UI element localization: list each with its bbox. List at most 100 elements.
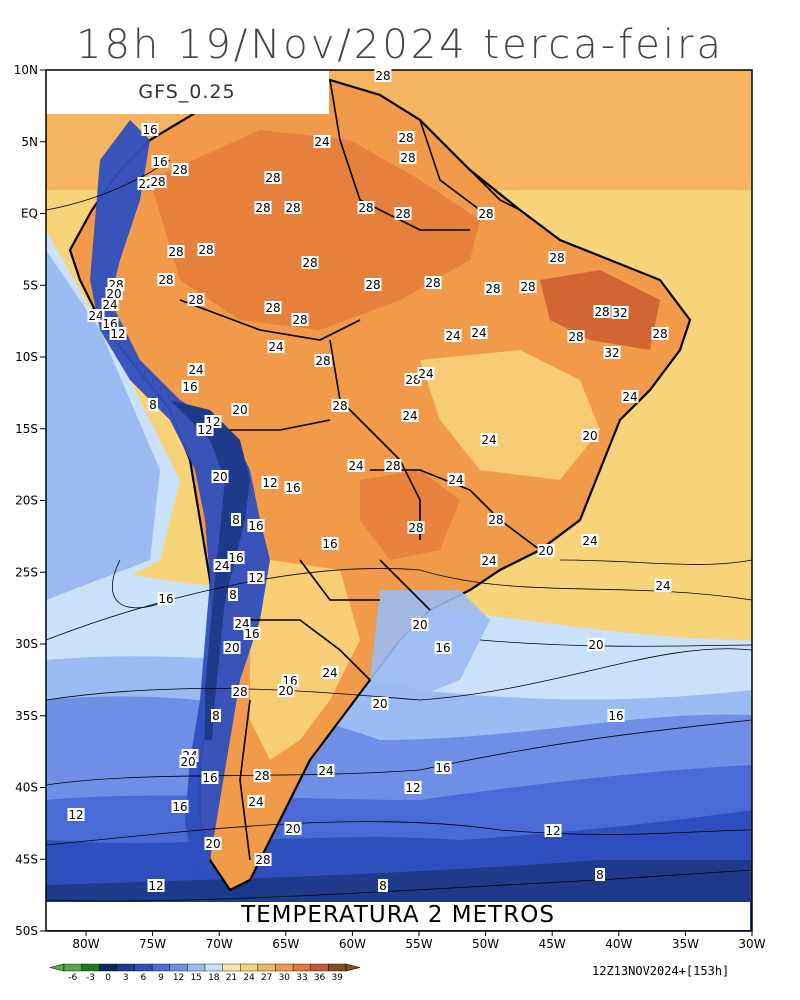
contour-value-label: 24 [447, 473, 465, 487]
colorbar-label: 15 [190, 973, 201, 983]
contour-value-label: 24 [621, 390, 639, 404]
colorbar-swatch [328, 963, 347, 972]
svg-text:20: 20 [224, 641, 239, 655]
colorbar-label: 33 [296, 973, 307, 983]
colorbar-swatch [99, 963, 118, 972]
isotherm-contours [46, 159, 752, 902]
svg-text:28: 28 [254, 769, 269, 783]
contour-value-label: 28 [394, 207, 412, 221]
contour-value-label: 12 [404, 781, 422, 795]
svg-text:24: 24 [481, 433, 496, 447]
svg-text:16: 16 [322, 537, 337, 551]
svg-text:28: 28 [652, 327, 667, 341]
contour-value-label: 16 [434, 641, 452, 655]
contour-value-label: 8 [148, 398, 158, 412]
contour-value-label: 28 [264, 171, 282, 185]
svg-text:20: 20 [538, 544, 553, 558]
latitude-label: 15S [15, 422, 38, 436]
latitude-label: 45S [15, 852, 38, 866]
contour-value-label: 20 [223, 641, 241, 655]
svg-text:16: 16 [172, 800, 187, 814]
contour-value-label: 20 [537, 544, 555, 558]
svg-text:20: 20 [582, 429, 597, 443]
contour-value-label: 28 [651, 327, 669, 341]
svg-text:28: 28 [198, 243, 213, 257]
colorbar-label: 18 [208, 973, 220, 983]
contour-value-label: 28 [593, 305, 611, 319]
svg-text:12: 12 [197, 423, 212, 437]
svg-text:12: 12 [248, 571, 263, 585]
svg-text:28: 28 [292, 313, 307, 327]
contour-value-label: 20 [587, 638, 605, 652]
svg-text:28: 28 [520, 280, 535, 294]
contour-value-label: 28 [254, 201, 272, 215]
svg-text:28: 28 [265, 301, 280, 315]
longitude-label: 45W [539, 937, 566, 951]
longitude-label: 65W [272, 937, 299, 951]
colorbar-label: 9 [158, 973, 164, 983]
contour-value-label: 28 [197, 243, 215, 257]
contour-value-label: 16 [284, 481, 302, 495]
contour-value-label: 8 [378, 879, 388, 893]
svg-text:24: 24 [582, 534, 597, 548]
svg-text:24: 24 [655, 579, 670, 593]
svg-text:8: 8 [229, 588, 237, 602]
contour-value-label: 28 [314, 354, 332, 368]
contour-value-label: 20 [411, 618, 429, 632]
model-label: GFS_0.25 [138, 81, 235, 103]
colorbar-min-arrow [49, 963, 65, 972]
svg-text:12: 12 [68, 808, 83, 822]
svg-text:8: 8 [232, 513, 240, 527]
svg-text:20: 20 [278, 684, 293, 698]
colorbar-swatch [63, 963, 82, 972]
svg-text:24: 24 [102, 298, 117, 312]
contour-value-label: 20 [105, 287, 123, 301]
contour-value-label: 24 [654, 579, 672, 593]
colorbar-label: -6 [68, 973, 77, 983]
contour-value-label: 12 [196, 423, 214, 437]
svg-text:12: 12 [262, 476, 277, 490]
contour-value-label: 24 [444, 329, 462, 343]
svg-text:8: 8 [212, 709, 220, 723]
svg-text:20: 20 [212, 470, 227, 484]
svg-text:20: 20 [412, 618, 427, 632]
contour-value-label: 28 [253, 769, 271, 783]
contour-value-label: 28 [357, 201, 375, 215]
svg-text:24: 24 [88, 309, 103, 323]
svg-text:20: 20 [232, 403, 247, 417]
model-label-box [46, 70, 329, 114]
contour-value-label: 20 [284, 822, 302, 836]
svg-text:28: 28 [549, 251, 564, 265]
contour-value-label: 28 [171, 163, 189, 177]
field-label: TEMPERATURA 2 METROS [240, 902, 555, 928]
contour-value-label: 12 [109, 327, 127, 341]
svg-text:32: 32 [612, 306, 627, 320]
svg-text:24: 24 [214, 559, 229, 573]
svg-text:28: 28 [172, 163, 187, 177]
colorbar-label: 21 [226, 973, 237, 983]
contour-value-label: 24 [470, 326, 488, 340]
contour-value-label: 16 [141, 123, 159, 137]
colorbar-label: 24 [243, 973, 255, 983]
svg-text:28: 28 [425, 276, 440, 290]
contour-value-label: 20 [371, 697, 389, 711]
run-info: 12Z13NOV2024+[153h] [592, 964, 730, 978]
latitude-label: 20S [15, 494, 38, 508]
colorbar-label: 12 [173, 973, 184, 983]
contour-value-label: 24 [347, 459, 365, 473]
svg-text:28: 28 [255, 853, 270, 867]
contour-value-label: 28 [399, 151, 417, 165]
longitude-labels: 80W 75W 70W 65W 60W 55W 50W 45W 40W 35W 30W [72, 931, 766, 951]
contour-value-label: 28 [374, 69, 392, 83]
longitude-label: 60W [339, 937, 366, 951]
contour-value-label: 28 [424, 276, 442, 290]
contour-value-label: 32 [611, 306, 629, 320]
latitude-label: 40S [15, 781, 38, 795]
contour-value-label: 24 [401, 409, 419, 423]
svg-text:32: 32 [604, 346, 619, 360]
colorbar-swatch [169, 963, 188, 972]
contour-value-label: 12 [147, 879, 165, 893]
colorbar-label: 6 [140, 973, 146, 983]
svg-text:24: 24 [248, 795, 263, 809]
contour-value-label: 28 [519, 280, 537, 294]
